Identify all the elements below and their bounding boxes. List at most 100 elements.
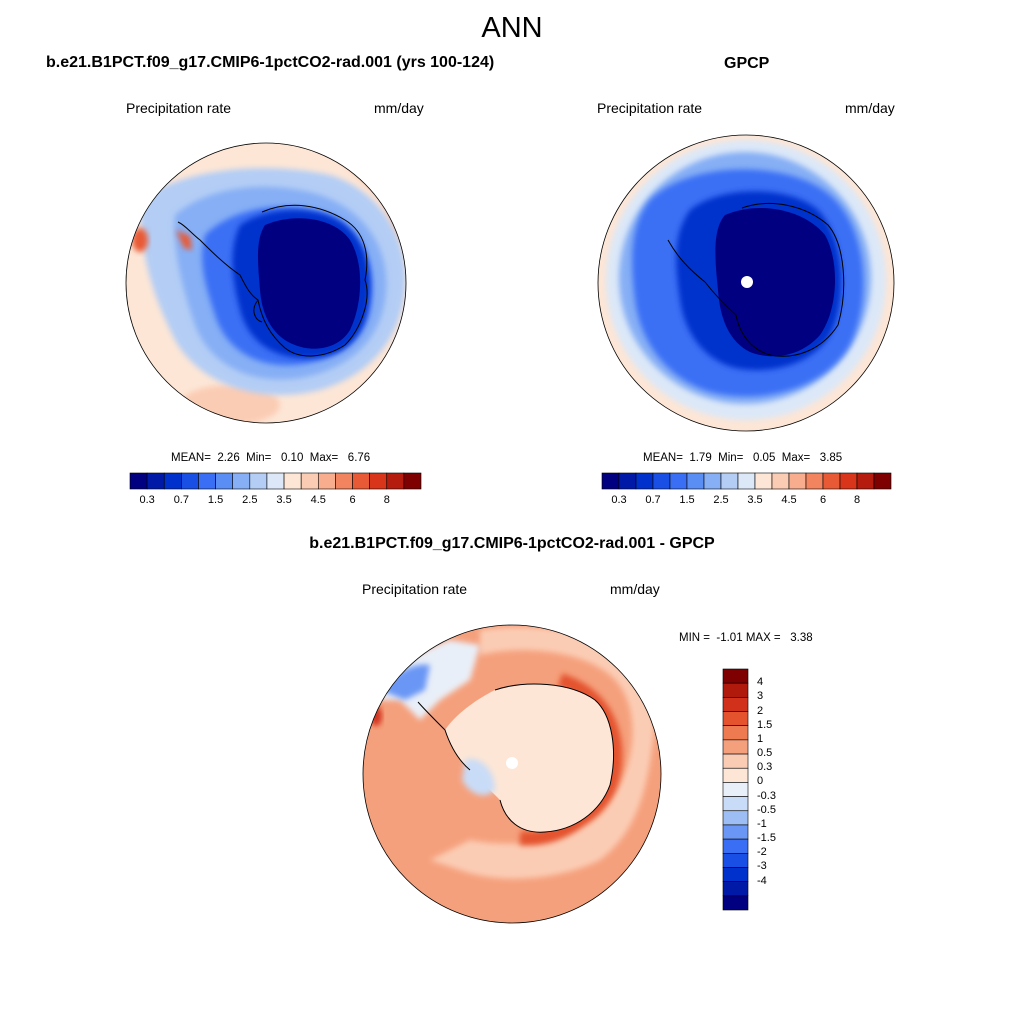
diff-colorbar-swatch xyxy=(722,810,749,826)
obs-mean-label: MEAN= xyxy=(643,452,683,464)
diff-colorbar-label: -0.5 xyxy=(757,803,776,816)
diff-colorbar-swatch xyxy=(722,895,749,911)
model-colorbar-swatch xyxy=(198,472,216,490)
obs-colorbar-swatch xyxy=(601,472,620,490)
model-colorbar-swatch xyxy=(129,472,148,490)
obs-colorbar-swatch xyxy=(822,472,841,490)
diff-map-pole-hole xyxy=(506,757,518,769)
model-units-label: mm/day xyxy=(374,100,424,116)
obs-colorbar-tick-label: 6 xyxy=(819,494,827,506)
model-max-value: 6.76 xyxy=(347,452,371,464)
model-colorbar-swatch xyxy=(163,472,182,490)
model-panel-title: b.e21.B1PCT.f09_g17.CMIP6-1pctCO2-rad.00… xyxy=(46,54,495,71)
obs-colorbar-tick-label: 1.5 xyxy=(679,494,695,506)
model-colorbar-swatch xyxy=(146,472,165,490)
diff-colorbar-label: -4 xyxy=(757,874,767,887)
obs-map xyxy=(597,134,895,432)
obs-colorbar-tick-label: 8 xyxy=(853,494,861,506)
model-min-label: Min= xyxy=(246,452,272,464)
diff-colorbar-swatch xyxy=(722,852,749,868)
model-mean-label: MEAN= xyxy=(171,452,211,464)
obs-colorbar-swatch xyxy=(754,472,773,490)
obs-units-label: mm/day xyxy=(845,100,895,116)
model-max-label: Max= xyxy=(309,452,339,464)
diff-colorbar-swatch xyxy=(722,867,749,882)
diff-map-coastline xyxy=(417,683,615,833)
diff-colorbar-swatch xyxy=(722,668,749,684)
model-colorbar-tick-label: 4.5 xyxy=(310,494,326,506)
model-map-warm-spot-peninsula xyxy=(176,230,192,250)
model-map-dark-core xyxy=(257,218,361,349)
diff-colorbar-swatch xyxy=(722,739,749,755)
diff-colorbar-label: 2 xyxy=(757,704,764,717)
obs-colorbar xyxy=(601,472,892,490)
diff-colorbar-swatch xyxy=(722,881,749,897)
diff-map-border xyxy=(362,624,662,924)
model-colorbar-swatch xyxy=(317,472,336,490)
obs-colorbar-tick-label: 2.5 xyxy=(713,494,729,506)
model-colorbar-swatch xyxy=(369,472,388,490)
obs-colorbar-swatch xyxy=(703,472,722,490)
diff-units-label: mm/day xyxy=(610,581,660,597)
figure-title: ANN xyxy=(481,12,543,44)
diff-colorbar-swatch xyxy=(722,782,749,797)
model-colorbar-swatch xyxy=(352,472,370,490)
obs-map-coastline xyxy=(667,202,845,357)
obs-colorbar-swatch xyxy=(618,472,637,490)
model-colorbar xyxy=(129,472,422,490)
diff-colorbar-label: 0 xyxy=(757,775,764,788)
diff-stats: MIN = -1.01 MAX = 3.38 xyxy=(679,632,813,644)
model-map-warm-spot-left xyxy=(132,228,148,252)
obs-map-border xyxy=(597,134,895,432)
diff-colorbar-label: -1.5 xyxy=(757,832,776,845)
obs-mean-value: 1.79 xyxy=(689,452,712,464)
obs-colorbar-swatch xyxy=(839,472,858,490)
diff-min-label: MIN = xyxy=(679,632,710,644)
model-colorbar-tick-label: 8 xyxy=(383,494,390,506)
diff-map-land xyxy=(445,684,614,833)
model-min-value: 0.10 xyxy=(280,452,304,464)
diff-min-value: -1.01 xyxy=(716,632,743,644)
obs-colorbar-swatch xyxy=(805,472,824,490)
diff-colorbar-label: -2 xyxy=(757,846,767,859)
model-map-coastline xyxy=(177,204,368,357)
diff-map-pale-outer xyxy=(430,627,655,879)
obs-max-label: Max= xyxy=(781,452,811,464)
obs-map-dark-core xyxy=(715,207,836,357)
model-colorbar-swatch xyxy=(181,472,199,490)
diff-colorbar-label: -1 xyxy=(757,817,767,830)
model-variable-label: Precipitation rate xyxy=(126,100,232,116)
obs-colorbar-swatch xyxy=(771,472,790,490)
model-colorbar-tick-label: 0.3 xyxy=(139,494,155,506)
diff-map xyxy=(362,624,662,924)
model-colorbar-tick-label: 1.5 xyxy=(207,494,224,506)
diff-colorbar-label: -3 xyxy=(757,860,767,873)
model-colorbar-tick-label: 0.7 xyxy=(173,494,189,506)
obs-min-value: 0.05 xyxy=(752,452,776,464)
model-stats: MEAN= 2.26 Min= 0.10 Max= 6.76 xyxy=(171,452,370,464)
diff-colorbar-label: -0.3 xyxy=(757,789,776,802)
model-colorbar-swatch xyxy=(232,472,251,490)
obs-variable-label: Precipitation rate xyxy=(597,100,703,116)
diff-colorbar-label: 0.5 xyxy=(757,747,773,760)
obs-colorbar-swatch xyxy=(737,472,756,490)
diff-colorbar-label: 1 xyxy=(757,732,764,745)
obs-colorbar-tick-label: 4.5 xyxy=(781,494,797,506)
diff-variable-label: Precipitation rate xyxy=(362,581,468,597)
obs-min-label: Min= xyxy=(718,452,744,464)
model-map-border xyxy=(125,142,407,424)
model-colorbar-swatch xyxy=(249,472,268,490)
diff-colorbar-swatch xyxy=(722,824,749,840)
obs-colorbar-swatch xyxy=(652,472,671,490)
obs-colorbar-swatch xyxy=(720,472,739,490)
diff-colorbar-swatch xyxy=(722,767,749,783)
diff-colorbar-label: 4 xyxy=(757,676,764,689)
model-colorbar-tick-label: 3.5 xyxy=(276,494,292,506)
diff-colorbar-swatch xyxy=(722,682,749,698)
model-colorbar-swatch xyxy=(266,472,285,490)
obs-colorbar-swatch xyxy=(686,472,705,490)
model-colorbar-swatch xyxy=(403,472,422,490)
model-colorbar-swatch xyxy=(335,472,353,490)
diff-colorbar-swatch xyxy=(722,697,749,712)
